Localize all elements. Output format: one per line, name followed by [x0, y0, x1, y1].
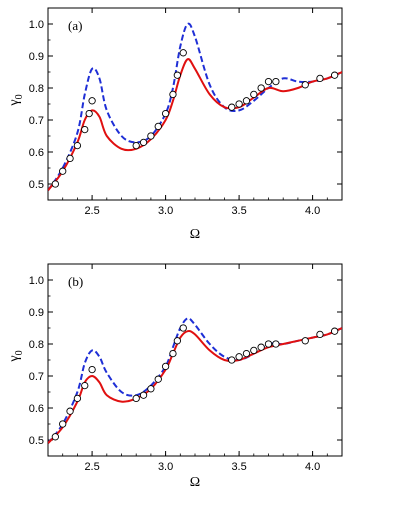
data-point — [59, 420, 67, 428]
data-point — [154, 122, 162, 131]
data-point — [242, 97, 251, 105]
x-tick-label: 4.0 — [305, 461, 320, 473]
chart-panel-b: 2.5 3.0 3.5 4.0 0.5 0.6 0.7 0.8 0.9 1.0 (b) Ωγ0 — [7, 263, 343, 490]
y-tick-label: 0.7 — [29, 115, 44, 127]
y-tick-label: 1.0 — [29, 275, 44, 287]
x-tick-label: 4.0 — [305, 205, 320, 217]
y-tick-label: 0.5 — [29, 435, 44, 447]
data-point — [235, 353, 243, 361]
data-point — [272, 340, 280, 348]
panel-label: (b) — [68, 274, 83, 289]
data-point — [173, 71, 182, 79]
x-tick-label: 3.5 — [231, 461, 246, 473]
y-tick-label: 0.6 — [29, 147, 44, 159]
y-tick-label: 0.9 — [29, 307, 44, 319]
x-axis-title: Ω — [190, 475, 200, 490]
y-axis-title: γ0 — [7, 350, 25, 362]
chart-panel-a: 2.5 3.0 3.5 4.0 0.5 0.6 0.7 0.8 0.9 1.0 (a) Ωγ0 — [7, 7, 343, 242]
data-point — [73, 394, 82, 403]
data-point — [316, 330, 324, 339]
data-point — [301, 81, 309, 89]
data-point — [132, 141, 140, 150]
series-line-dashed — [48, 22, 342, 191]
data-point — [250, 90, 258, 99]
data-point — [173, 337, 182, 345]
x-tick-label: 2.5 — [84, 461, 99, 473]
y-tick-label: 0.8 — [29, 83, 44, 95]
series-line-dashed — [48, 317, 342, 444]
panel-label: (a) — [68, 18, 82, 33]
data-point — [272, 77, 280, 86]
data-point — [235, 100, 243, 108]
data-point — [66, 154, 74, 163]
data-point — [88, 365, 96, 374]
data-point — [139, 391, 148, 399]
series-line-solid — [48, 58, 342, 192]
data-point — [51, 433, 59, 441]
plot-frame — [47, 263, 343, 457]
data-point — [85, 109, 93, 118]
data-point — [81, 125, 89, 134]
data-point — [59, 167, 67, 175]
data-point — [139, 138, 148, 147]
data-point — [161, 362, 170, 371]
data-point — [264, 77, 273, 86]
y-tick-label: 0.8 — [29, 339, 44, 351]
data-point — [132, 394, 140, 403]
data-point — [73, 141, 82, 150]
y-tick-label: 0.6 — [29, 403, 44, 415]
y-tick-label: 0.7 — [29, 371, 44, 383]
data-point — [228, 103, 236, 111]
data-point — [264, 340, 273, 348]
y-tick-label: 1.0 — [29, 19, 44, 31]
x-axis-title: Ω — [190, 227, 200, 242]
data-point — [81, 381, 89, 390]
data-point — [147, 385, 155, 393]
data-point — [88, 97, 96, 105]
data-point — [257, 84, 265, 92]
data-point — [179, 324, 187, 332]
x-tick-label: 3.0 — [158, 461, 173, 473]
data-point — [154, 375, 162, 383]
series-line-solid — [48, 327, 342, 444]
data-point — [179, 49, 187, 57]
data-point — [66, 407, 74, 415]
y-axis-title: γ0 — [7, 94, 25, 106]
data-point — [242, 349, 251, 358]
y-tick-label: 0.9 — [29, 51, 44, 63]
x-tick-label: 3.0 — [158, 205, 173, 217]
y-tick-label: 0.5 — [29, 179, 44, 191]
data-point — [257, 343, 265, 351]
data-point — [228, 356, 236, 364]
data-point — [169, 349, 177, 358]
data-point — [330, 71, 339, 79]
x-tick-label: 2.5 — [84, 205, 99, 217]
data-point — [330, 327, 339, 335]
data-point — [51, 180, 59, 188]
data-point — [250, 346, 258, 355]
data-point — [169, 90, 177, 99]
data-point — [301, 337, 309, 345]
data-point — [147, 132, 155, 140]
x-tick-label: 3.5 — [231, 205, 246, 217]
data-point — [161, 109, 170, 118]
data-point — [316, 74, 324, 83]
